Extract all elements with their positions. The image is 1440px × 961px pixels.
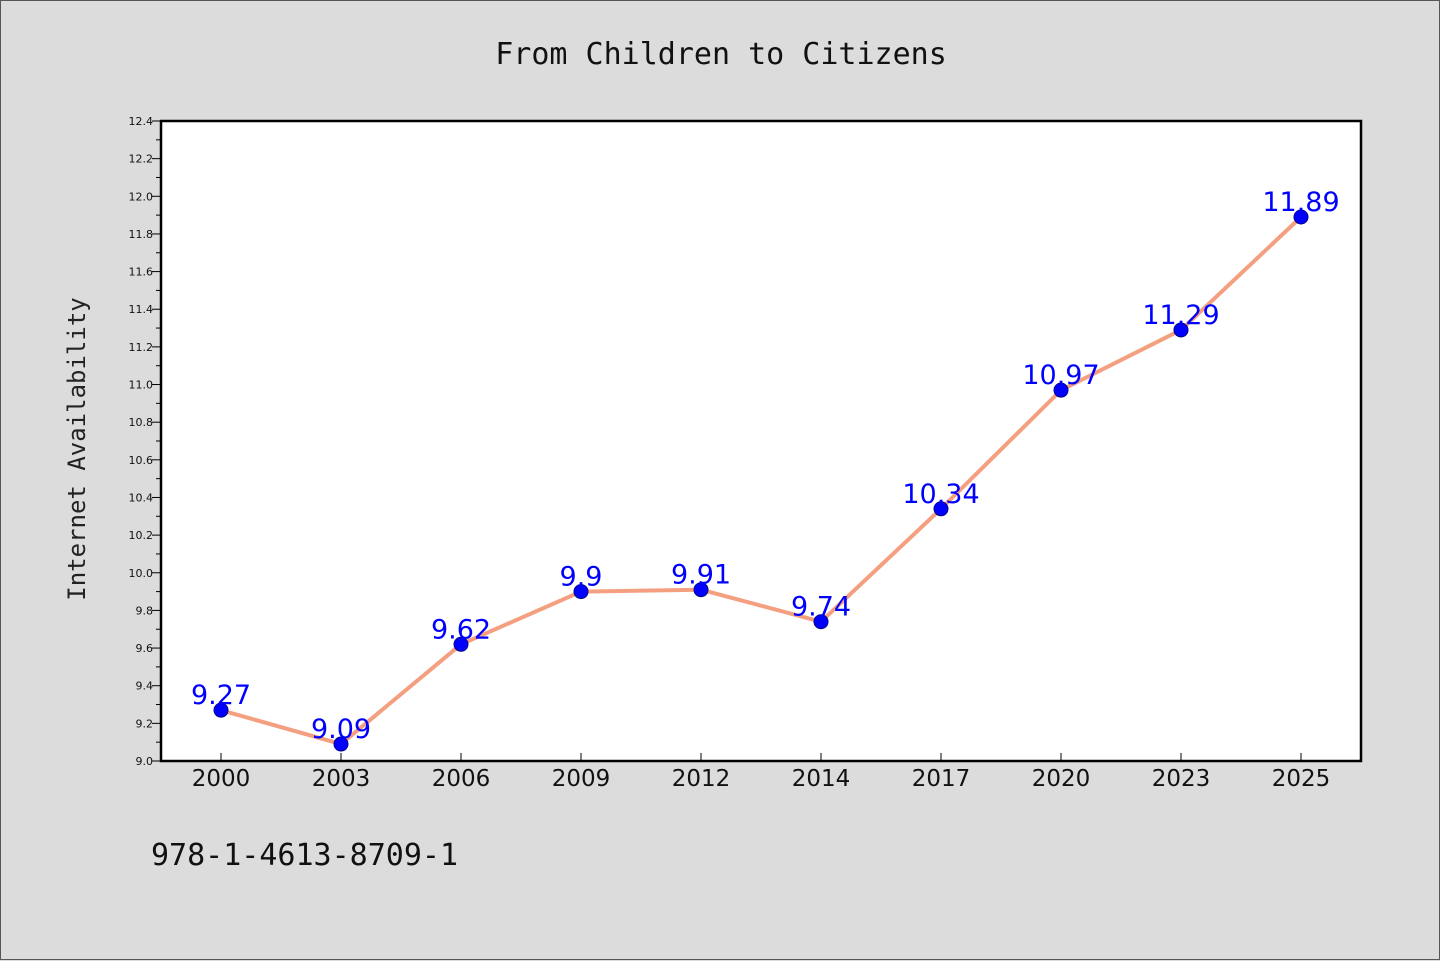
data-point-marker <box>1173 322 1189 338</box>
data-point-marker <box>573 584 589 600</box>
data-point-marker <box>693 582 709 598</box>
data-label: 10.97 <box>1022 360 1099 391</box>
series-line-group <box>219 215 1303 747</box>
x-axis: 2000 2003 2006 2009 2012 2014 2017 2020 2023 2025 <box>192 753 1331 792</box>
data-labels-group: 9.27 9.09 9.62 9.9 9.91 9.74 10.34 10.97 11.29 11… <box>191 187 1340 745</box>
data-label: 9.9 <box>560 562 603 593</box>
y-tick-label: 9.0 <box>136 755 154 768</box>
y-tick-label: 11.2 <box>129 341 154 354</box>
data-label: 9.09 <box>311 714 371 745</box>
x-tick-label: 2012 <box>672 766 731 792</box>
x-tick-label: 2014 <box>792 766 851 792</box>
data-point-marker <box>213 702 229 718</box>
x-tick-label: 2023 <box>1152 766 1211 792</box>
y-tick-label: 10.0 <box>129 567 154 580</box>
y-tick-label: 11.4 <box>129 303 154 316</box>
x-tick-label: 2017 <box>912 766 971 792</box>
isbn-text: 978-1-4613-8709-1 <box>151 838 458 873</box>
chart-title: From Children to Citizens <box>495 37 947 72</box>
y-tick-label: 12.4 <box>129 115 154 128</box>
data-label: 11.29 <box>1142 300 1219 331</box>
data-point-marker <box>1293 209 1309 225</box>
data-point-marker <box>333 736 349 752</box>
x-tick-label: 2000 <box>192 766 251 792</box>
data-point-marker <box>933 501 949 517</box>
data-point-marker <box>453 636 469 652</box>
y-tick-label: 10.8 <box>129 416 154 429</box>
y-tick-label: 9.8 <box>136 604 154 617</box>
y-tick-label: 10.2 <box>129 529 154 542</box>
y-tick-label: 10.4 <box>129 491 154 504</box>
data-label: 10.34 <box>902 479 979 510</box>
plot-area <box>159 119 1363 763</box>
y-tick-label: 9.2 <box>136 717 154 730</box>
data-label: 9.27 <box>191 680 251 711</box>
x-tick-label: 2009 <box>552 766 611 792</box>
y-tick-label: 11.6 <box>129 266 154 279</box>
x-tick-label: 2020 <box>1032 766 1091 792</box>
x-tick-label: 2025 <box>1272 766 1331 792</box>
data-point-marker <box>1053 382 1069 398</box>
y-axis-label: Internet Availability <box>63 297 91 600</box>
y-tick-label: 9.4 <box>136 680 154 693</box>
series-line <box>219 215 1303 747</box>
y-tick-label: 9.6 <box>136 642 154 655</box>
data-label: 11.89 <box>1262 187 1339 218</box>
y-tick-label: 11.8 <box>129 228 154 241</box>
y-tick-label: 11.0 <box>129 379 154 392</box>
y-tick-label: 12.0 <box>129 190 154 203</box>
x-tick-label: 2003 <box>312 766 371 792</box>
data-label: 9.74 <box>791 592 851 623</box>
series-markers-group <box>213 209 1309 752</box>
data-label: 9.91 <box>671 560 731 591</box>
y-tick-label: 12.2 <box>129 153 154 166</box>
y-tick-label: 10.6 <box>129 454 154 467</box>
data-point-marker <box>813 614 829 630</box>
data-label: 9.62 <box>431 614 491 645</box>
x-tick-label: 2006 <box>432 766 491 792</box>
y-axis: 9.0 9.2 9.4 9.6 9.8 10.0 10.2 10.4 10.6 10.8 11.0 1… <box>129 115 161 768</box>
